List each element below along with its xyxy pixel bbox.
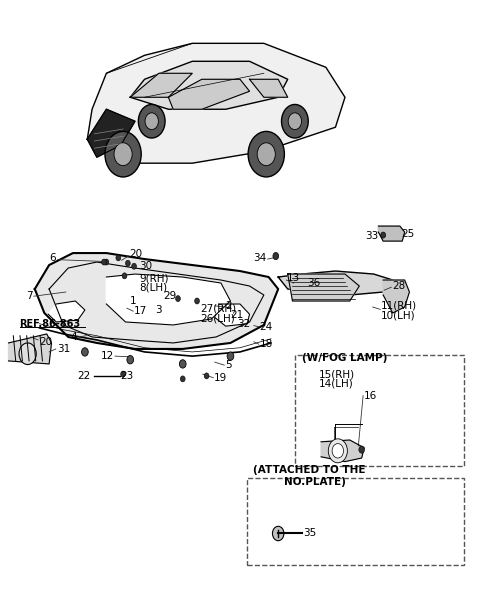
Polygon shape [35,253,278,349]
Text: 5: 5 [225,360,232,370]
Text: 11(RH): 11(RH) [381,301,418,311]
Text: 10(LH): 10(LH) [381,311,416,321]
Text: 35: 35 [303,529,316,539]
Text: 23: 23 [120,371,134,381]
Circle shape [114,143,132,166]
Text: 15(RH): 15(RH) [319,369,355,379]
Text: 20: 20 [39,337,52,347]
Text: 6: 6 [49,253,56,263]
Text: 4: 4 [70,332,77,342]
Text: 25: 25 [401,229,415,239]
Polygon shape [130,61,288,109]
Circle shape [248,131,284,177]
Circle shape [132,263,136,269]
Polygon shape [250,79,288,98]
Text: 27(RH): 27(RH) [200,304,236,314]
Circle shape [176,296,180,302]
Circle shape [138,105,165,138]
Text: 18: 18 [260,339,273,349]
Text: 17: 17 [134,306,147,316]
Circle shape [125,260,130,266]
Circle shape [145,113,158,129]
Polygon shape [288,274,360,301]
Circle shape [273,252,279,259]
Text: 21: 21 [230,311,243,320]
Text: 26(LH): 26(LH) [200,314,235,323]
Text: 30: 30 [139,261,153,272]
Circle shape [180,360,186,368]
Text: 3: 3 [156,305,162,315]
Text: 12: 12 [101,351,114,361]
Text: 2: 2 [225,301,232,311]
Circle shape [273,526,284,541]
Polygon shape [321,440,364,462]
Text: 7: 7 [26,291,33,301]
Text: 13: 13 [287,273,300,283]
Circle shape [381,232,385,238]
Text: 14(LH): 14(LH) [319,379,353,389]
Polygon shape [215,304,250,326]
Circle shape [102,259,107,265]
Text: 20: 20 [129,249,143,259]
Circle shape [104,259,109,265]
Circle shape [180,376,185,382]
Circle shape [82,348,88,356]
Text: 29: 29 [163,291,177,301]
Text: 1: 1 [130,296,136,306]
Circle shape [116,255,120,261]
Text: NO.PLATE): NO.PLATE) [284,477,346,487]
Circle shape [105,131,141,177]
Polygon shape [87,43,345,163]
Circle shape [19,343,36,365]
Polygon shape [48,301,85,322]
Circle shape [281,105,308,138]
Circle shape [122,273,127,279]
Polygon shape [278,271,393,295]
Polygon shape [107,274,230,325]
Text: 34: 34 [253,253,267,263]
Text: 32: 32 [238,320,251,329]
Circle shape [120,371,125,377]
Text: REF.86-863: REF.86-863 [20,319,81,329]
Text: 16: 16 [364,391,377,401]
Text: 22: 22 [77,371,90,381]
Text: 9(RH): 9(RH) [139,273,169,283]
Circle shape [328,439,348,463]
Text: 24: 24 [260,321,273,332]
Text: 31: 31 [57,344,70,354]
Circle shape [288,113,301,129]
Polygon shape [383,280,409,313]
Circle shape [204,373,209,379]
Text: 8(LH): 8(LH) [139,283,168,293]
Polygon shape [168,79,250,109]
Polygon shape [378,226,405,241]
Circle shape [359,446,364,453]
Polygon shape [9,334,51,364]
Text: (W/FOG LAMP): (W/FOG LAMP) [302,353,387,363]
Text: 28: 28 [392,281,406,291]
Text: 36: 36 [307,278,321,288]
Text: 33: 33 [365,231,378,241]
Circle shape [332,444,344,458]
Circle shape [127,356,133,364]
Circle shape [195,298,199,304]
Text: 19: 19 [214,373,228,383]
Circle shape [227,352,234,361]
Text: (ATTACHED TO THE: (ATTACHED TO THE [253,465,366,475]
Circle shape [257,143,276,166]
Polygon shape [130,73,192,98]
Polygon shape [87,109,135,157]
